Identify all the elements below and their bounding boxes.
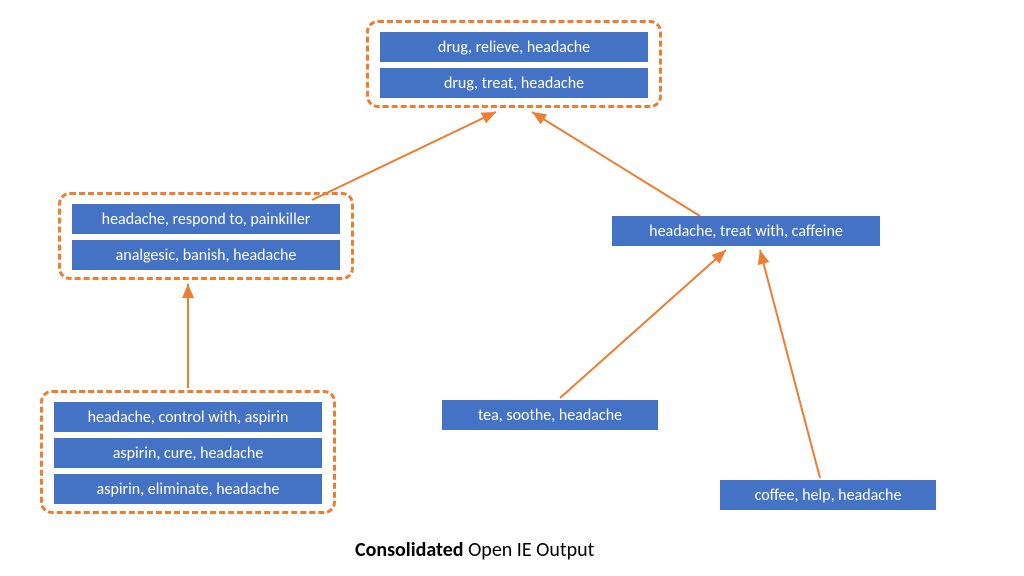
triple-bar: headache, respond to, painkiller bbox=[72, 204, 340, 234]
triple-bar: aspirin, eliminate, headache bbox=[54, 474, 322, 504]
edge-line bbox=[312, 112, 496, 200]
edge-line bbox=[760, 250, 820, 478]
title-bold: Consolidated bbox=[355, 538, 464, 562]
triple-bar: headache, control with, aspirin bbox=[54, 402, 322, 432]
edge-arrowhead bbox=[712, 250, 726, 264]
triple-bar: tea, soothe, headache bbox=[442, 400, 658, 430]
edge-arrowhead bbox=[481, 112, 496, 123]
triple-bar: analgesic, banish, headache bbox=[72, 240, 340, 270]
title-rest: Open IE Output bbox=[464, 538, 595, 562]
diagram-canvas: drug, relieve, headache drug, treat, head… bbox=[0, 0, 1024, 576]
diagram-title: Consolidated Open IE Output bbox=[355, 538, 594, 562]
triple-bar: coffee, help, headache bbox=[720, 480, 936, 510]
edge-arrowhead bbox=[758, 250, 770, 265]
triple-bar: drug, relieve, headache bbox=[380, 32, 648, 62]
triple-bar: headache, treat with, caffeine bbox=[612, 216, 880, 246]
edge-arrowhead bbox=[182, 284, 194, 298]
triple-bar: drug, treat, headache bbox=[380, 68, 648, 98]
edge-line bbox=[532, 112, 700, 216]
edge-arrowhead bbox=[532, 112, 547, 124]
edge-line bbox=[560, 250, 726, 398]
triple-bar: aspirin, cure, headache bbox=[54, 438, 322, 468]
